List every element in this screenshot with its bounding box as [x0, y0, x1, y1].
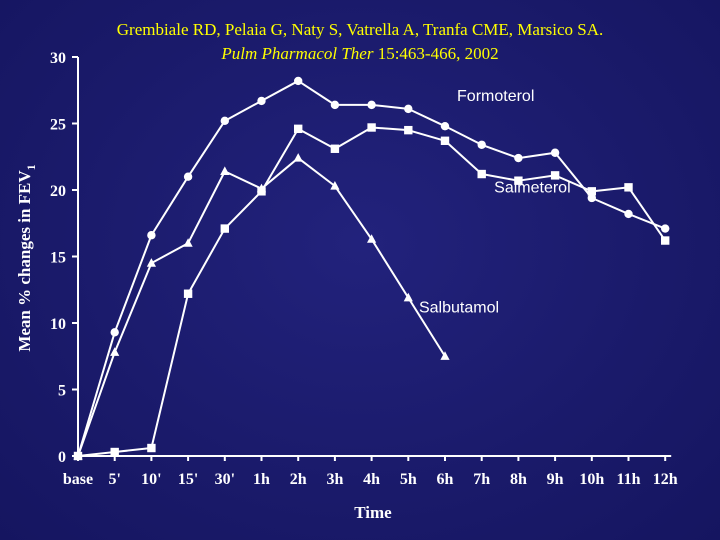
y-tick-label: 0 — [58, 449, 66, 466]
salbutamol-point — [330, 181, 340, 190]
y-tick-label: 20 — [50, 183, 66, 200]
x-tick-label: 1h — [253, 471, 270, 488]
formoterol-label: Formoterol — [457, 88, 534, 105]
chart-axes — [77, 57, 672, 457]
formoterol-point — [110, 328, 119, 337]
citation-reference: Pulm Pharmacol Ther 15:463-466, 2002 — [0, 44, 720, 64]
formoterol-point — [257, 96, 266, 106]
salmeterol-point — [220, 224, 229, 233]
salbutamol-label: Salbutamol — [419, 299, 499, 316]
salmeterol-point — [587, 187, 596, 196]
y-axis-label: Mean % changes in FEV1 — [15, 164, 38, 351]
series-labels: Formoterol Salmeterol Salbutamol — [419, 88, 571, 316]
salmeterol-line — [77, 126, 667, 457]
chart-series — [73, 76, 670, 461]
citation-authors: Grembiale RD, Pelaia G, Naty S, Vatrella… — [116, 20, 604, 39]
formoterol-point — [147, 231, 156, 240]
y-tick-label: 15 — [50, 250, 66, 267]
salmeterol-point — [110, 447, 119, 457]
y-axis-label-subscript: 1 — [24, 164, 38, 170]
salmeterol-point — [661, 236, 670, 245]
x-tick-label: 6h — [437, 471, 454, 488]
x-tick-label: 30' — [215, 471, 235, 488]
salmeterol-point — [147, 443, 156, 453]
y-tick-label: 5 — [58, 383, 66, 400]
salmeterol-point — [550, 171, 560, 180]
salmeterol-point — [367, 123, 376, 132]
y-tick-label: 10 — [50, 316, 66, 333]
x-tick-label: 12h — [653, 471, 678, 488]
salbutamol-point — [403, 292, 413, 302]
salbutamol-point — [293, 153, 303, 162]
salbutamol-point — [110, 347, 120, 356]
citation-details: 15:463-466, 2002 — [373, 44, 499, 63]
formoterol-point — [367, 100, 376, 110]
x-axis-ticks: base 5' 10' 15' 30' 1h 2h 3h 4h 5h 6h 7h 8h 9h 10h 11h 1… — [63, 456, 678, 488]
y-tick-label: 25 — [50, 117, 66, 134]
salmeterol-point — [477, 169, 486, 179]
formoterol-point — [514, 153, 523, 163]
salbutamol-point — [73, 451, 83, 460]
salmeterol-point — [183, 289, 193, 298]
salmeterol-point — [330, 144, 340, 153]
salbutamol-point — [440, 351, 450, 360]
y-axis-ticks: 0 5 10 15 20 25 30 — [50, 50, 78, 466]
x-tick-label: 4h — [363, 471, 380, 488]
y-tick-label: 30 — [50, 50, 66, 67]
salmeterol-point — [440, 136, 450, 145]
salmeterol-label: Salmeterol — [494, 180, 570, 197]
salmeterol-point — [624, 183, 633, 192]
formoterol-line — [77, 79, 666, 457]
salbutamol-point — [146, 258, 156, 267]
formoterol-point — [220, 116, 229, 126]
x-tick-label: 15' — [178, 471, 198, 488]
salbutamol-line — [77, 157, 446, 457]
x-tick-label: 10' — [141, 471, 161, 488]
formoterol-point — [661, 224, 670, 233]
x-tick-label: base — [63, 471, 93, 488]
x-tick-label: 3h — [326, 471, 343, 488]
x-axis-label: Time — [354, 503, 392, 522]
formoterol-point — [440, 121, 450, 131]
x-tick-label: 5h — [400, 471, 417, 488]
citation-journal: Pulm Pharmacol Ther — [221, 44, 374, 63]
salmeterol-point — [294, 124, 303, 134]
x-tick-label: 8h — [510, 471, 527, 488]
x-tick-label: 5' — [108, 471, 120, 488]
x-tick-label: 11h — [616, 471, 640, 488]
formoterol-point — [477, 140, 486, 149]
salbutamol-point — [256, 183, 267, 193]
y-axis-label-text: Mean % changes in FEV — [15, 170, 34, 352]
x-tick-label: 10h — [579, 471, 604, 488]
formoterol-point — [183, 172, 193, 181]
formoterol-point — [587, 193, 596, 203]
x-tick-label: 2h — [290, 471, 307, 488]
salmeterol-point — [514, 176, 523, 185]
salbutamol-point — [367, 234, 377, 243]
formoterol-point — [624, 209, 633, 219]
salbutamol-point — [220, 166, 230, 175]
salbutamol-point — [183, 238, 193, 247]
x-tick-label: 7h — [473, 471, 490, 488]
formoterol-point — [294, 76, 303, 86]
x-tick-label: 9h — [547, 471, 564, 488]
formoterol-point — [550, 148, 560, 157]
formoterol-point — [330, 100, 340, 110]
formoterol-point — [404, 104, 413, 114]
salmeterol-point — [404, 125, 413, 135]
